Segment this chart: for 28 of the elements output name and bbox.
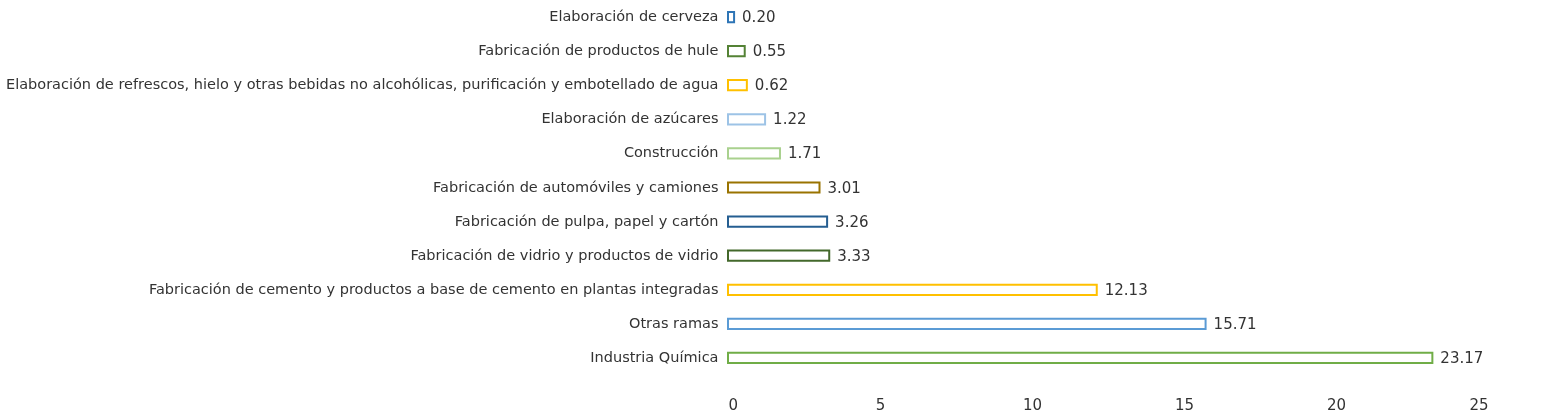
x-tick-label: 25 [1469, 395, 1489, 414]
y-tick-label: Construcción [623, 144, 719, 161]
y-tick-label: Elaboración de azúcares [541, 110, 719, 127]
data-label: 23.17 [1440, 348, 1484, 367]
data-label: 12.13 [1104, 280, 1148, 299]
y-tick-label: Fabricación de cemento y productos a base de cemento en plantas integradas [148, 280, 719, 297]
data-label: 1.71 [787, 144, 822, 163]
y-tick-label: Fabricación de productos de hule [478, 42, 719, 59]
data-label: 3.01 [827, 178, 861, 197]
x-tick-label: 0 [728, 395, 739, 414]
y-tick-label: Otras ramas [628, 314, 719, 331]
y-tick-label: Fabricación de pulpa, papel y cartón [454, 212, 719, 229]
y-tick-label: Elaboración de cerveza [549, 8, 719, 25]
data-label: 3.33 [837, 246, 871, 265]
y-tick-label: Fabricación de automóviles y camiones [433, 178, 719, 195]
data-label: 1.22 [773, 110, 807, 129]
data-label: 0.62 [754, 76, 789, 95]
y-tick-label: Fabricación de vidrio y productos de vidrio [410, 246, 719, 263]
y-tick-label: Industria Química [590, 348, 719, 365]
data-label: 3.26 [835, 212, 869, 231]
data-label: 0.20 [742, 8, 776, 27]
x-tick-label: 10 [1022, 395, 1043, 414]
data-label: 15.71 [1213, 314, 1257, 333]
x-tick-label: 20 [1326, 395, 1347, 414]
data-label: 0.55 [752, 42, 787, 61]
x-tick-label: 5 [875, 395, 886, 414]
y-tick-label: Elaboración de refrescos, hielo y otras bebidas no alcohólicas, purificación y embotellado de agua [6, 76, 719, 93]
x-tick-label: 15 [1174, 395, 1195, 414]
